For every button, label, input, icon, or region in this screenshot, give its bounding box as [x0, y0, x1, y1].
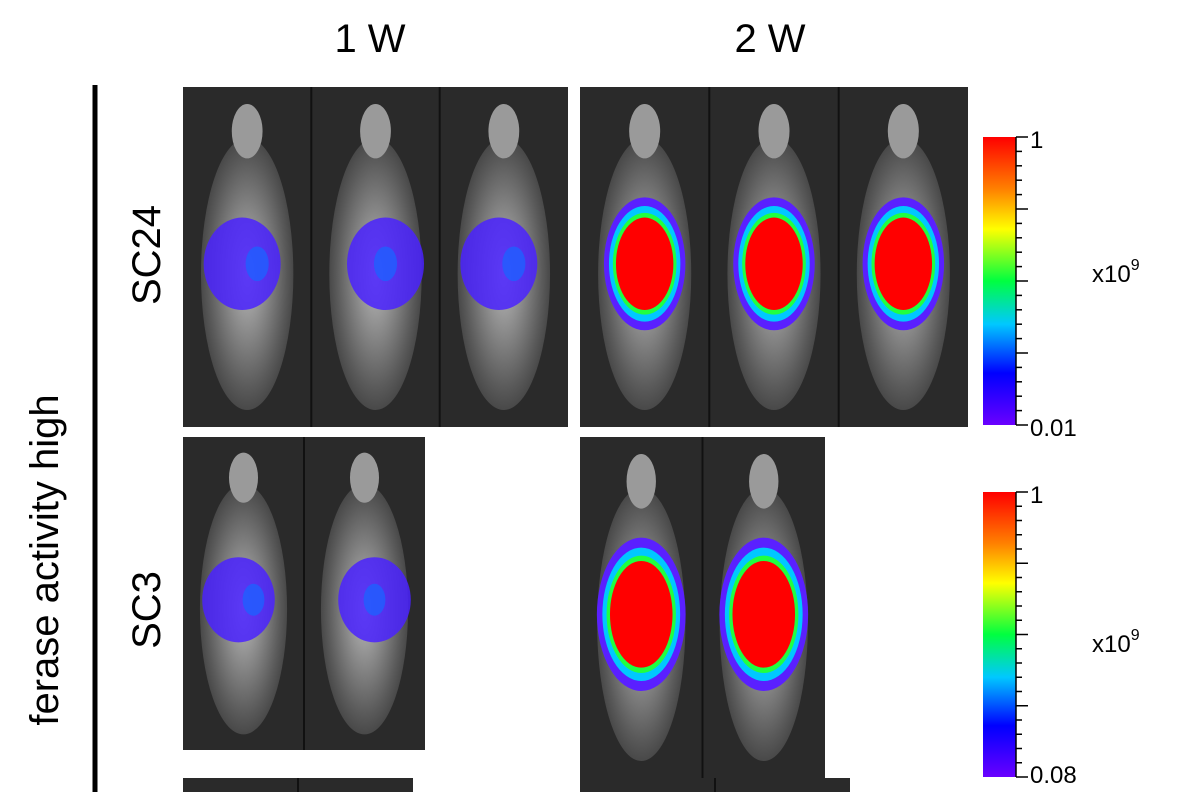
- mouse-head: [888, 104, 919, 158]
- colorbar: [983, 137, 1016, 425]
- signal: [243, 584, 265, 616]
- signal: [246, 246, 269, 281]
- scale-max: 1: [1030, 127, 1043, 154]
- mouse-head: [629, 104, 660, 158]
- signal: [502, 246, 525, 281]
- mouse-head: [350, 453, 379, 503]
- scale-unit: x109: [1092, 627, 1140, 658]
- unit-exponent: 9: [1131, 257, 1140, 274]
- colorbar: [983, 492, 1016, 777]
- signal: [616, 218, 673, 310]
- row-label: SC3: [125, 571, 169, 649]
- signal: [460, 218, 537, 310]
- scale-min: 0.01: [1030, 415, 1077, 442]
- figure: 1 W 2 W ferase activity high SC24 SC3 1 …: [0, 0, 1187, 792]
- image-panels: [183, 87, 968, 792]
- mouse-head: [627, 454, 656, 509]
- mouse-head: [229, 453, 258, 503]
- scale-max: 1: [1030, 482, 1043, 509]
- signal: [875, 218, 932, 310]
- signal: [374, 246, 397, 281]
- mouse-head: [488, 104, 519, 158]
- colorbar-ticks: [1016, 137, 1028, 777]
- signal: [732, 561, 795, 668]
- row-label: SC24: [125, 205, 169, 305]
- mouse-head: [758, 104, 789, 158]
- signal: [745, 218, 802, 310]
- unit-base: x10: [1092, 631, 1131, 658]
- scale-unit: x109: [1092, 257, 1140, 288]
- mouse-head: [360, 104, 391, 158]
- signal: [204, 218, 281, 310]
- mouse-head: [232, 104, 263, 158]
- signal: [364, 584, 386, 616]
- side-label: ferase activity high: [23, 394, 67, 725]
- column-header: 1 W: [334, 17, 405, 61]
- unit-base: x10: [1092, 261, 1131, 288]
- mouse-head: [749, 454, 778, 509]
- unit-exponent: 9: [1131, 627, 1140, 644]
- column-header: 2 W: [734, 17, 805, 61]
- scale-min: 0.08: [1030, 762, 1077, 789]
- signal: [610, 561, 673, 668]
